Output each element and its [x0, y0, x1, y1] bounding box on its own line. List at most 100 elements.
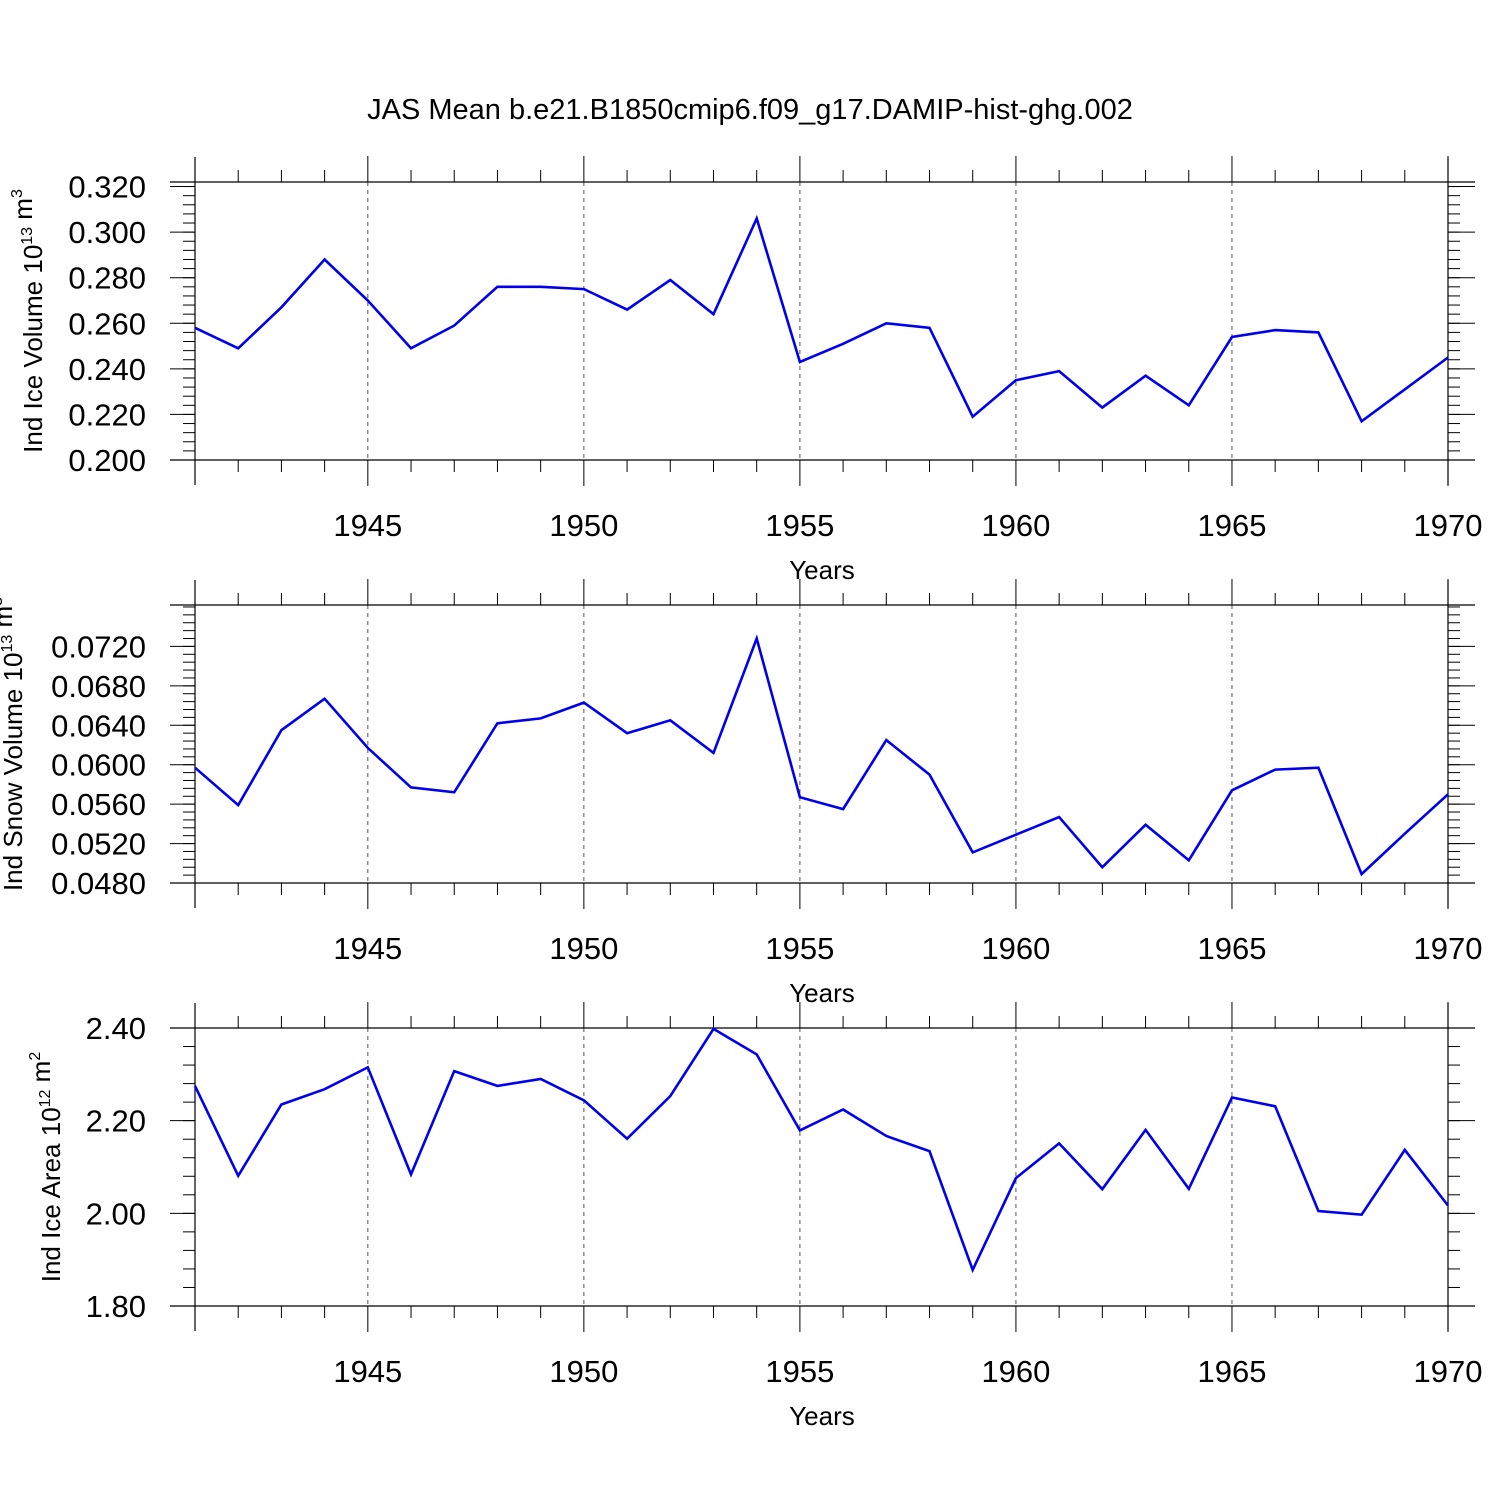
- data-point-1941: [193, 326, 197, 330]
- data-point-1944: [323, 1087, 327, 1091]
- data-point-1945: [366, 746, 370, 750]
- y-tick-label: 0.200: [68, 443, 146, 478]
- data-point-1949: [539, 716, 543, 720]
- data-point-1960: [1014, 1176, 1018, 1180]
- series-line: [194, 214, 1449, 424]
- data-point-1955: [798, 360, 802, 364]
- data-point-1945: [366, 1065, 370, 1069]
- x-axis-label: Years: [789, 978, 855, 1008]
- data-point-1966: [1273, 328, 1277, 332]
- data-point-1960: [1014, 378, 1018, 382]
- data-point-1960: [1014, 833, 1018, 837]
- y-axis-label-text: m: [8, 198, 38, 227]
- data-point-1951: [625, 308, 629, 312]
- data-point-1950: [582, 287, 586, 291]
- y-tick-label: 2.40: [86, 1011, 146, 1046]
- data-point-1946: [409, 1172, 413, 1176]
- data-point-1964: [1187, 1187, 1191, 1191]
- data-point-1959: [971, 850, 975, 854]
- x-tick-label-1955: 1955: [765, 508, 834, 543]
- data-point-1948: [495, 721, 499, 725]
- data-point-1945: [366, 298, 370, 302]
- panel-2: 0.0480 0.0520 0.0560 0.0600 0.0640 0.0680 0.07…: [0, 579, 1482, 1008]
- data-point-1951: [625, 1137, 629, 1141]
- y-axis-label-superscript: 3: [0, 597, 6, 606]
- y-tick-label: 0.0600: [51, 748, 146, 783]
- data-point-1949: [539, 285, 543, 289]
- x-tick-label-1965: 1965: [1197, 1354, 1266, 1389]
- data-point-1958: [928, 773, 932, 777]
- x-tick-label-1950: 1950: [549, 508, 618, 543]
- x-tick-label-1955: 1955: [765, 1354, 834, 1389]
- data-point-1942: [236, 346, 240, 350]
- data-point-1952: [668, 278, 672, 282]
- data-point-1961: [1057, 369, 1061, 373]
- data-point-1956: [841, 1108, 845, 1112]
- y-tick-label: 0.320: [68, 170, 146, 205]
- data-point-1948: [495, 285, 499, 289]
- y-axis-label-superscript: 12: [37, 1089, 54, 1107]
- x-tick-label-1955: 1955: [765, 931, 834, 966]
- x-axis-label: Years: [789, 1401, 855, 1431]
- data-point-1965: [1230, 335, 1234, 339]
- data-point-1970: [1446, 355, 1450, 359]
- y-tick-label: 2.20: [86, 1104, 146, 1139]
- data-point-1962: [1100, 406, 1104, 410]
- data-point-1970: [1446, 1203, 1450, 1207]
- y-axis-label-text: m: [0, 606, 18, 635]
- data-point-1944: [323, 697, 327, 701]
- data-point-1955: [798, 795, 802, 799]
- data-point-1957: [884, 321, 888, 325]
- data-point-1951: [625, 731, 629, 735]
- data-point-1949: [539, 1077, 543, 1081]
- y-axis-label-text: Ind Ice Volume 10: [18, 245, 48, 453]
- data-point-1943: [279, 728, 283, 732]
- y-tick-label: 0.0640: [51, 708, 146, 743]
- figure-title: JAS Mean b.e21.B1850cmip6.f09_g17.DAMIP-…: [367, 94, 1133, 126]
- y-axis-label-superscript: 2: [27, 1052, 44, 1061]
- data-point-1969: [1403, 387, 1407, 391]
- data-point-1968: [1360, 872, 1364, 876]
- data-point-1943: [279, 1102, 283, 1106]
- x-tick-label-1970: 1970: [1414, 1354, 1483, 1389]
- data-point-1957: [884, 738, 888, 742]
- x-axis-label: Years: [789, 555, 855, 585]
- data-point-1946: [409, 346, 413, 350]
- data-point-1969: [1403, 1148, 1407, 1152]
- data-point-1952: [668, 718, 672, 722]
- data-point-1953: [711, 312, 715, 316]
- x-tick-label-1945: 1945: [333, 931, 402, 966]
- data-point-1966: [1273, 768, 1277, 772]
- y-tick-label: 0.300: [68, 215, 146, 250]
- data-point-1944: [323, 257, 327, 261]
- data-point-1953: [711, 751, 715, 755]
- y-axis-label-text: Ind Ice Area 10: [36, 1107, 66, 1282]
- data-point-1956: [841, 807, 845, 811]
- y-tick-label: 0.0680: [51, 669, 146, 704]
- y-tick-label: 0.260: [68, 306, 146, 341]
- x-tick-label-1945: 1945: [333, 1354, 402, 1389]
- x-tick-label-1950: 1950: [549, 931, 618, 966]
- data-point-1967: [1316, 330, 1320, 334]
- data-point-1952: [668, 1094, 672, 1098]
- data-point-1963: [1144, 823, 1148, 827]
- data-point-1963: [1144, 1128, 1148, 1132]
- data-point-1955: [798, 1128, 802, 1132]
- data-point-1954: [755, 216, 759, 220]
- data-point-1968: [1360, 419, 1364, 423]
- x-tick-label-1960: 1960: [981, 931, 1050, 966]
- data-point-1968: [1360, 1213, 1364, 1217]
- data-point-1958: [928, 1149, 932, 1153]
- data-point-1941: [193, 1084, 197, 1088]
- y-tick-label: 0.0480: [51, 866, 146, 901]
- y-axis-label-superscript: 13: [0, 635, 16, 653]
- x-tick-label-1965: 1965: [1197, 508, 1266, 543]
- data-point-1970: [1446, 792, 1450, 796]
- data-point-1942: [236, 803, 240, 807]
- data-point-1954: [755, 1052, 759, 1056]
- data-point-1965: [1230, 788, 1234, 792]
- x-tick-label-1960: 1960: [981, 1354, 1050, 1389]
- y-tick-label: 0.0520: [51, 827, 146, 862]
- data-point-1961: [1057, 815, 1061, 819]
